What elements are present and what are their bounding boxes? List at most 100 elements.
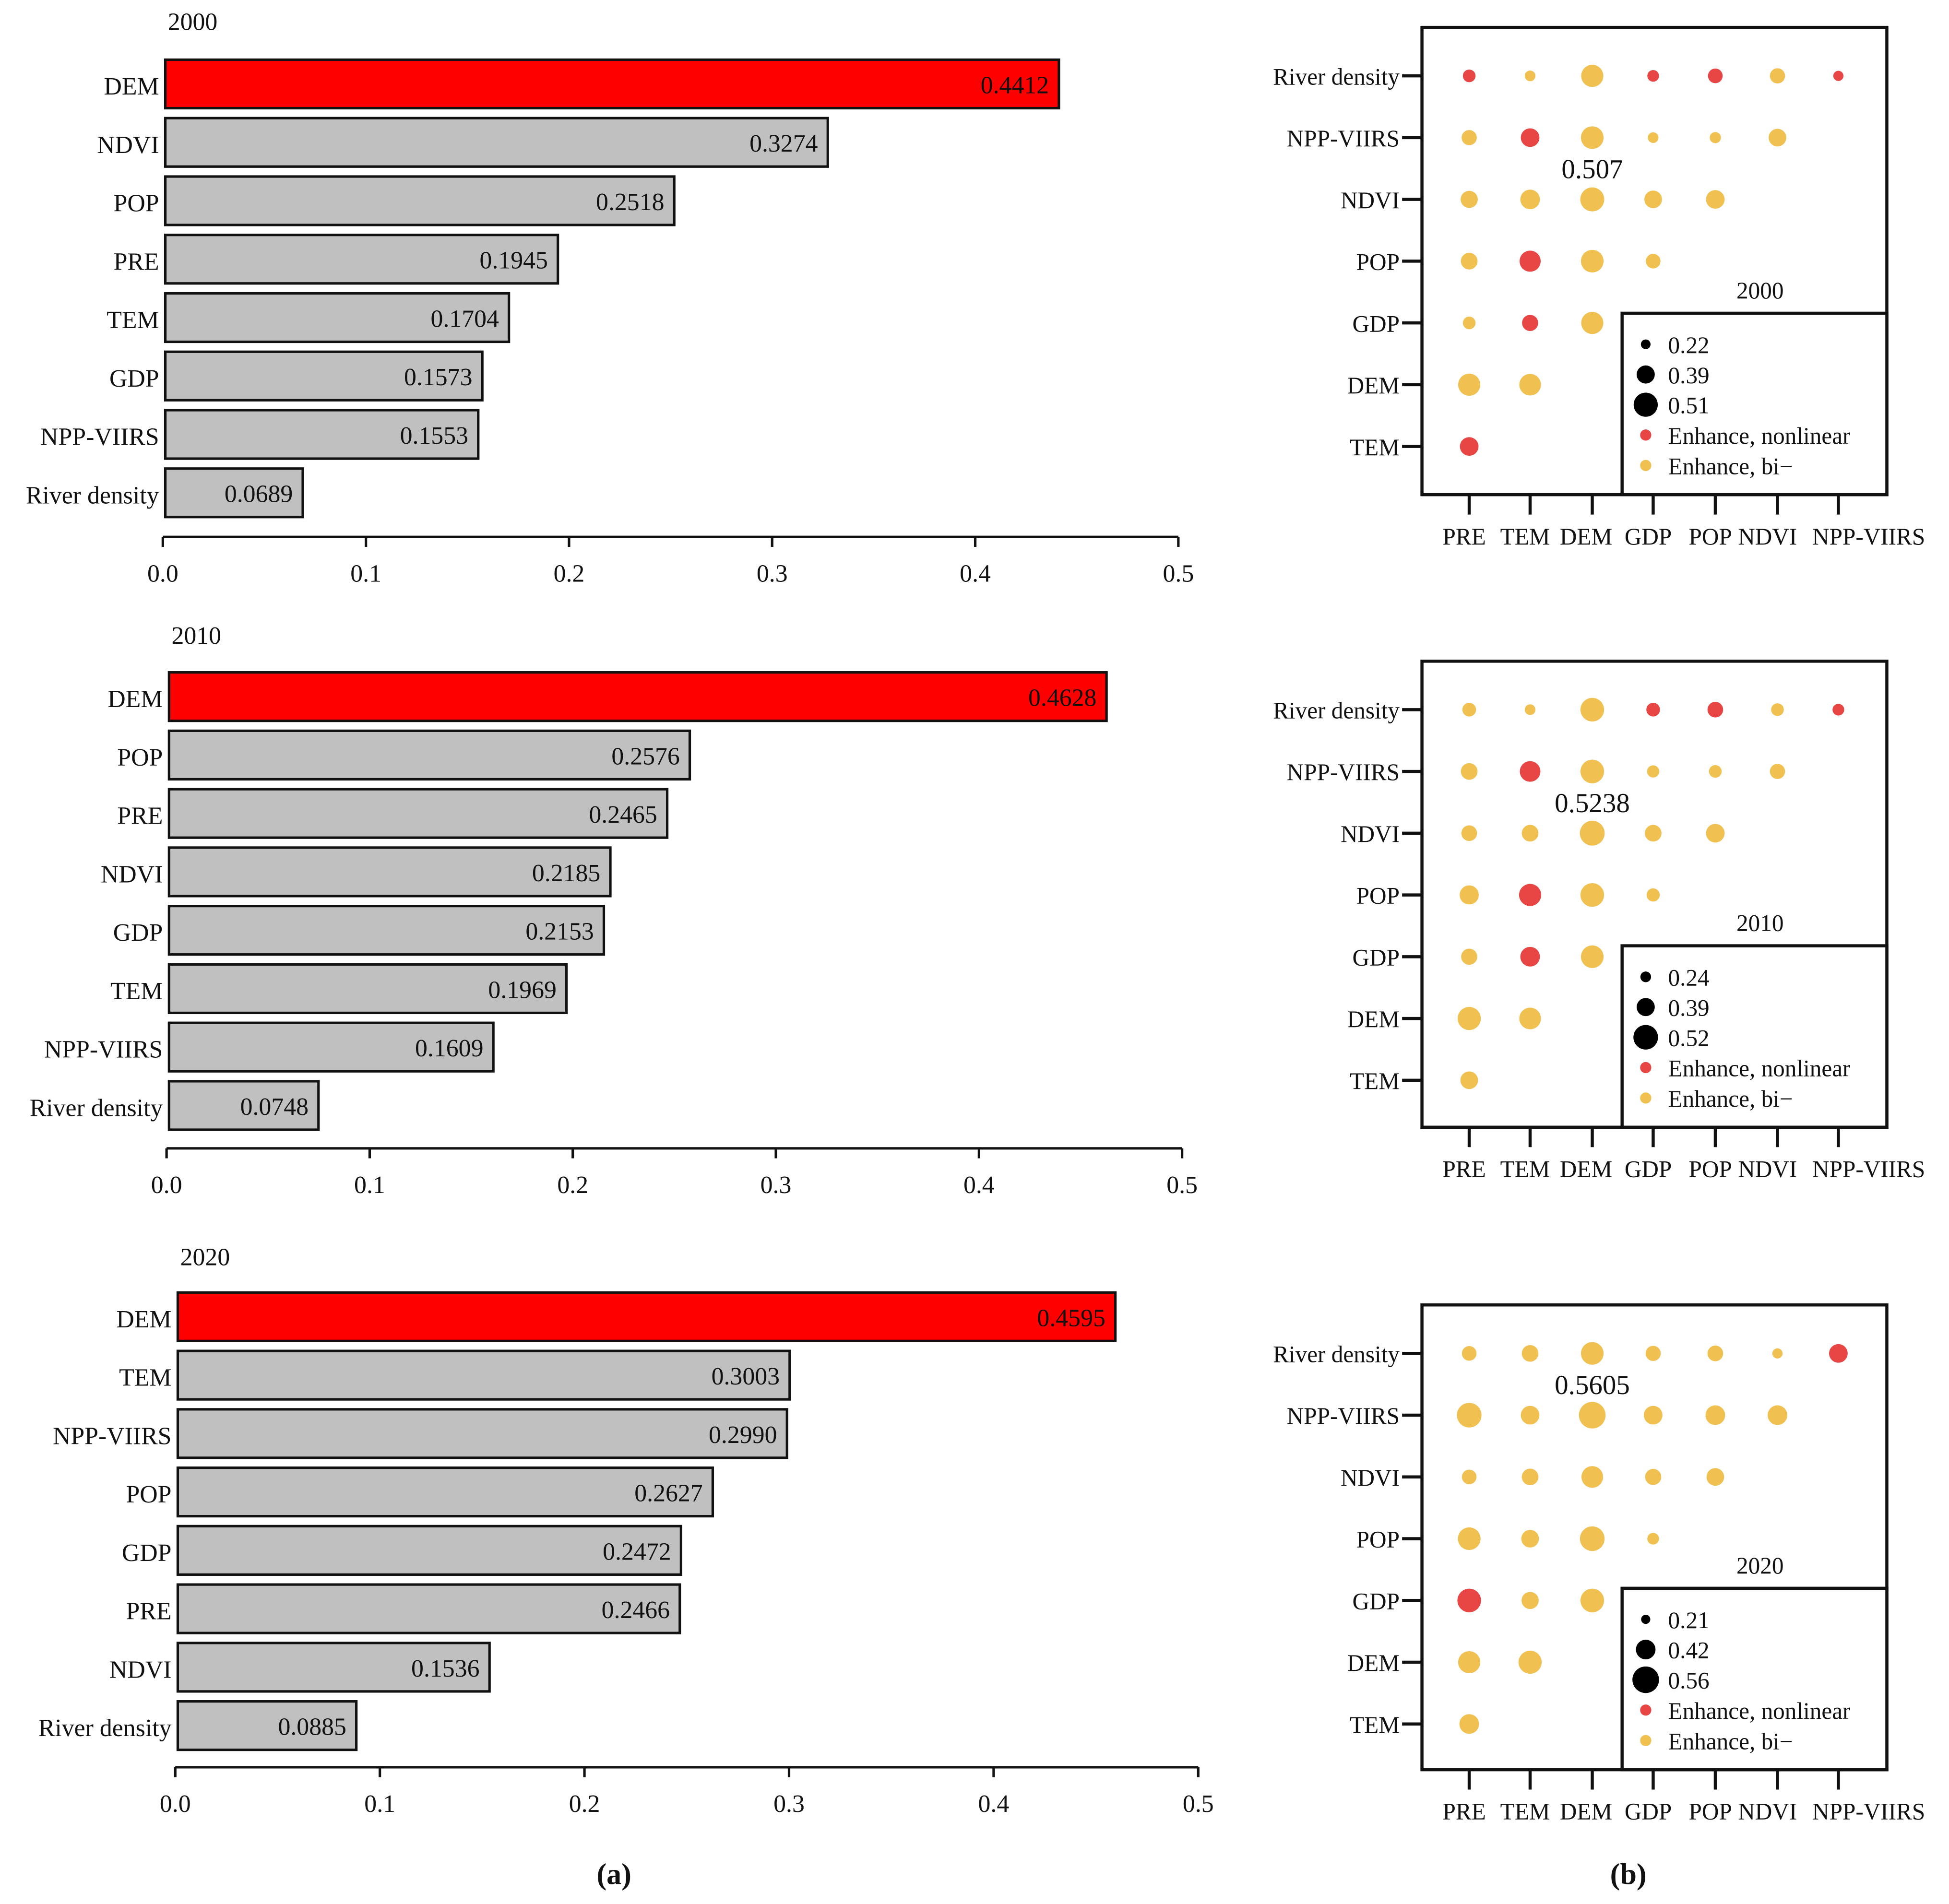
bubble xyxy=(1580,820,1605,846)
bubble xyxy=(1647,1533,1659,1545)
bubble xyxy=(1460,1071,1478,1089)
bubble xyxy=(1518,1650,1542,1674)
y-tick-label: GDP xyxy=(1353,310,1400,337)
x-tick-label: NDVI xyxy=(1738,523,1797,550)
chart-title: 2010 xyxy=(171,622,221,650)
bar-value-label: 0.1704 xyxy=(430,305,499,332)
bubble xyxy=(1521,1468,1539,1486)
bubble xyxy=(1458,1527,1481,1550)
legend-size-label: 0.39 xyxy=(1668,362,1710,389)
legend-size-marker xyxy=(1640,339,1651,349)
legend-label-bivariate: Enhance, bi− xyxy=(1668,453,1793,479)
category-label: PRE xyxy=(117,803,163,830)
bar xyxy=(167,905,606,956)
legend-label-nonlinear: Enhance, nonlinear xyxy=(1668,1698,1851,1724)
bar xyxy=(164,409,480,460)
bar xyxy=(167,729,691,781)
legend-size-marker xyxy=(1640,971,1652,982)
category-label: TEM xyxy=(107,307,159,334)
legend-size-marker xyxy=(1636,998,1655,1017)
x-tick-label: 0.2 xyxy=(557,1171,588,1199)
x-tick-label: GDP xyxy=(1625,1798,1672,1825)
bubble xyxy=(1707,702,1723,718)
chart-title: 2020 xyxy=(180,1243,230,1271)
category-label: NDVI xyxy=(97,131,159,159)
x-tick-label: PRE xyxy=(1443,1798,1486,1825)
bar xyxy=(164,292,511,343)
bar xyxy=(176,1525,682,1576)
y-tick-label: DEM xyxy=(1347,1650,1400,1676)
x-tick-label: 0.3 xyxy=(757,560,788,588)
y-tick-label: TEM xyxy=(1350,434,1400,461)
bubble-chart-2000: River densityNPP-VIIRSNDVIPOPGDPDEMTEMPR… xyxy=(1273,25,1925,550)
y-tick-label: DEM xyxy=(1347,1006,1400,1032)
chart-title: 2010 xyxy=(1736,910,1783,936)
legend-color-marker-bivariate xyxy=(1640,1092,1652,1104)
bar xyxy=(164,350,484,402)
x-tick-label: TEM xyxy=(1500,1156,1550,1182)
y-tick-label: POP xyxy=(1356,1526,1400,1553)
bubble xyxy=(1829,1344,1848,1363)
bar xyxy=(164,234,559,285)
bubble xyxy=(1460,437,1479,456)
category-label: POP xyxy=(126,1481,171,1508)
x-tick-label: PRE xyxy=(1443,1156,1486,1182)
y-tick-label: NPP-VIIRS xyxy=(1287,125,1400,152)
legend-color-marker-nonlinear xyxy=(1640,429,1652,441)
y-tick-label: NPP-VIIRS xyxy=(1287,759,1400,785)
bar-value-label: 0.1573 xyxy=(404,364,472,391)
bubble xyxy=(1457,1403,1482,1428)
legend-size-marker xyxy=(1636,365,1655,384)
bubble xyxy=(1524,71,1536,82)
bubble xyxy=(1645,1346,1661,1361)
bar-value-label: 0.1945 xyxy=(479,247,547,274)
x-tick-label: GDP xyxy=(1625,523,1672,550)
x-tick-label: 0.3 xyxy=(761,1171,792,1199)
x-tick-label: 0.4 xyxy=(963,1171,995,1199)
bar-value-label: 0.0748 xyxy=(240,1093,309,1121)
bubble xyxy=(1462,703,1476,717)
bar-value-label: 0.2465 xyxy=(589,801,657,828)
bar-value-label: 0.1553 xyxy=(400,422,468,449)
bubble xyxy=(1462,1469,1477,1485)
x-tick-label: PRE xyxy=(1443,523,1486,550)
bubble xyxy=(1460,885,1479,905)
x-tick-label: POP xyxy=(1688,523,1732,550)
category-label: POP xyxy=(114,190,159,217)
bar xyxy=(176,1291,1117,1342)
bar xyxy=(176,1700,358,1751)
category-label: GDP xyxy=(122,1539,172,1567)
bubble xyxy=(1709,765,1722,778)
bubble xyxy=(1459,1714,1479,1734)
x-tick-label: GDP xyxy=(1625,1156,1672,1182)
legend-size-label: 0.24 xyxy=(1668,964,1710,991)
x-tick-label: NDVI xyxy=(1738,1156,1797,1182)
bar xyxy=(164,117,829,168)
legend-size-label: 0.21 xyxy=(1668,1607,1710,1633)
legend-label-bivariate: Enhance, bi− xyxy=(1668,1086,1793,1112)
x-tick-label: 0.2 xyxy=(554,560,585,588)
bar xyxy=(164,58,1060,110)
bubble xyxy=(1581,249,1604,272)
bubble xyxy=(1519,250,1541,272)
chart-title: 2000 xyxy=(1736,277,1783,304)
bubble xyxy=(1581,945,1604,968)
bar xyxy=(167,963,568,1015)
category-label: NDVI xyxy=(109,1656,171,1683)
bubble xyxy=(1461,763,1478,780)
bar xyxy=(167,671,1108,722)
legend-box xyxy=(1620,1586,1889,1772)
bar-chart-2000: 2000 0.4412 DEM 0.3274 NDVI 0.2518 POP 0.1945 PR… xyxy=(26,8,1194,587)
bubble xyxy=(1462,316,1476,330)
x-tick-label: 0.5 xyxy=(1183,1790,1214,1818)
chart-title: 2000 xyxy=(168,8,218,35)
legend-label-nonlinear: Enhance, nonlinear xyxy=(1668,423,1851,449)
legend-box xyxy=(1620,944,1889,1129)
bubble xyxy=(1462,130,1477,145)
bar-value-label: 0.0885 xyxy=(278,1714,346,1741)
panel-label-b: (b) xyxy=(1610,1858,1647,1891)
bubble xyxy=(1645,1468,1662,1485)
y-tick-label: River density xyxy=(1273,1341,1400,1367)
y-tick-label: GDP xyxy=(1353,944,1400,970)
